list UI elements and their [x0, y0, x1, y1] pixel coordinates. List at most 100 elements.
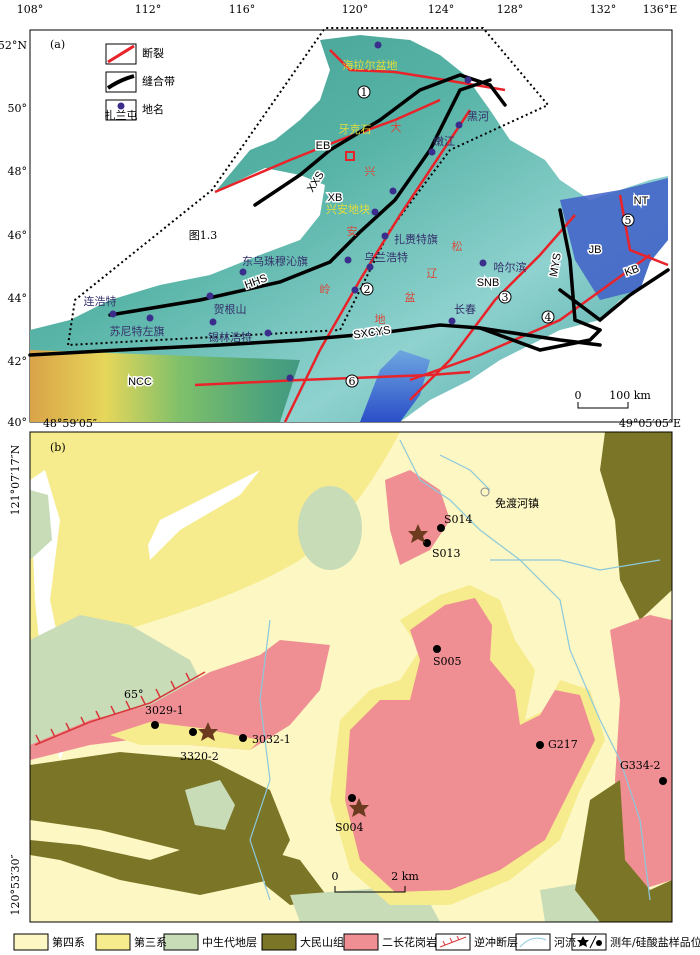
mesozoic [298, 486, 362, 570]
lat-label: 50° [8, 102, 28, 115]
lon-label: 124° [428, 3, 455, 16]
fault-number-circle [621, 213, 635, 227]
place-label: 嫩江 [433, 134, 455, 148]
dating-stars [198, 524, 428, 817]
fault-number-circle [360, 282, 374, 296]
scale-label: 100 km [609, 389, 651, 402]
fault-number-circle [498, 290, 512, 304]
scale-bar-b [334, 886, 406, 893]
legend-label: 大民山组 [300, 935, 344, 949]
mesozoic [30, 490, 52, 560]
basin-label: 辽 [427, 267, 438, 280]
sample-label: G217 [548, 738, 578, 751]
sutures [28, 73, 670, 357]
panel-a [28, 27, 673, 423]
legend-label: 扎兰屯 [105, 108, 138, 122]
lon-label: 112° [135, 3, 162, 16]
legend-label: 缝合带 [142, 74, 175, 88]
place-label: 连浩特 [84, 294, 117, 308]
place-label: 锡林浩特 [208, 330, 252, 344]
unit-label: NT [634, 195, 649, 207]
basin-label: 地 [375, 313, 386, 326]
lat-label: 46° [8, 229, 28, 242]
legend-label: 逆冲断层 [474, 935, 518, 949]
scale-label: 0 [575, 389, 582, 402]
lat-label: 48° [8, 165, 28, 178]
fault-number: 2 [364, 283, 371, 296]
legend-label: 断裂 [142, 46, 164, 60]
place-label: 哈尔滨 [494, 260, 527, 274]
lon-label: 136°E [643, 3, 678, 16]
sample-dots [151, 524, 667, 802]
place-label: 长春 [454, 303, 476, 316]
fault-number-circle [357, 85, 371, 99]
place-label: 贺根山 [214, 302, 247, 316]
place-label: 东乌珠穆沁旗 [242, 254, 308, 268]
lon-label: 116° [229, 3, 256, 16]
tertiary [30, 432, 400, 660]
unit-label: SNB [477, 277, 500, 289]
inset-label: 图1.3 [189, 229, 218, 242]
study-area [345, 151, 355, 161]
lowland [560, 178, 668, 300]
damingshan [265, 850, 330, 905]
place-label: 兴安地块 [326, 202, 370, 216]
sample-label: S013 [432, 547, 461, 560]
fault-number-circle [541, 310, 555, 324]
lon-label: 120° [342, 3, 369, 16]
lat-label: 42° [8, 355, 28, 368]
mesozoic [185, 780, 235, 830]
bottom-legend [13, 933, 607, 951]
sample-label: 3320-2 [180, 750, 219, 763]
coord-label: 120°53′30″ [9, 854, 22, 915]
fault-number: 5 [625, 214, 632, 227]
basin-label: 松 [452, 239, 463, 253]
legend-label: 地名 [142, 102, 164, 116]
place-label: 扎赉特旗 [394, 232, 438, 246]
quaternary [30, 820, 180, 860]
damingshan [575, 780, 672, 922]
scale-bar-a [577, 402, 629, 409]
place-label: 苏尼特左旗 [110, 324, 165, 338]
unit-label: EB [316, 140, 331, 152]
granite [385, 470, 450, 565]
sea [360, 350, 430, 422]
town-marker [480, 487, 490, 497]
range-label: 安 [347, 224, 358, 238]
legend-label: 二长花岗岩 [382, 935, 437, 949]
map-legend [100, 38, 180, 128]
unit-label: JB [589, 244, 602, 256]
sample-label: 3029-1 [145, 704, 184, 717]
sample-label: S005 [433, 655, 462, 668]
unit-label: NCC [128, 376, 152, 388]
sample-label: G334-2 [620, 759, 661, 772]
fault-number: 1 [361, 86, 368, 99]
sample-label: 3032-1 [252, 733, 291, 746]
lat-label: 40° [8, 416, 28, 429]
land [30, 35, 668, 422]
fault-number: 4 [545, 311, 552, 324]
granite [345, 598, 595, 892]
scale-label: 0 [332, 870, 339, 883]
place-label: 海拉尔盆地 [343, 58, 398, 72]
sample-label: S014 [444, 513, 473, 526]
range-label: 岭 [320, 282, 331, 296]
unit-label: XB [328, 192, 343, 204]
coord-label: 121°07′17″N [9, 444, 22, 515]
inset-outline [66, 27, 550, 347]
unit-label: MYS [548, 252, 564, 278]
basin-label: 盆 [405, 290, 416, 304]
fault-number: 3 [502, 291, 509, 304]
legend-label: 第四系 [52, 935, 85, 949]
scale-label: 2 km [391, 870, 419, 883]
lon-label: 108° [17, 3, 44, 16]
place-label: 牙克石 [339, 123, 372, 136]
faults [194, 49, 669, 423]
lon-label: 132° [590, 3, 617, 16]
legend-label: 中生代地层 [202, 935, 257, 949]
legend-label: 测年/硅酸盐样品位置 [610, 935, 700, 949]
blank [148, 470, 260, 560]
lon-label: 128° [497, 3, 524, 16]
lat-label: 52°N [0, 39, 27, 52]
